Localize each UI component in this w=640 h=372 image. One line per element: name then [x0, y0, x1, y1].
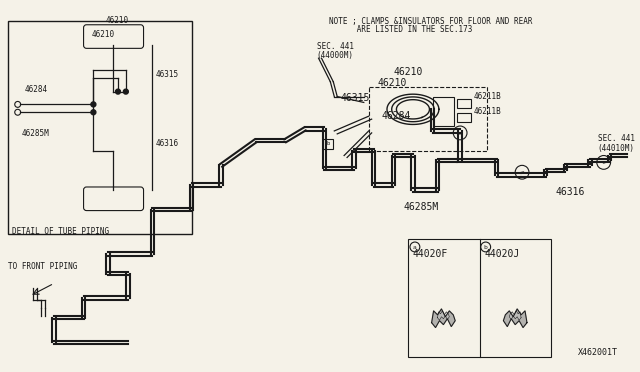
Polygon shape [504, 309, 527, 328]
Bar [323, 139, 333, 149]
Text: NOTE ; CLAMPS &INSULATORS FOR FLOOR AND REAR: NOTE ; CLAMPS &INSULATORS FOR FLOOR AND … [330, 17, 533, 26]
Text: 46210: 46210 [105, 16, 129, 25]
Polygon shape [438, 311, 449, 320]
Circle shape [91, 102, 96, 107]
Bar [457, 99, 471, 108]
Polygon shape [431, 309, 455, 328]
Text: 46211B: 46211B [474, 107, 502, 116]
Text: b: b [484, 245, 488, 250]
Bar [457, 113, 471, 122]
Text: 46284: 46284 [24, 84, 48, 94]
Bar [8, 21, 192, 234]
Text: SEC. 441: SEC. 441 [598, 134, 635, 143]
Text: c: c [602, 160, 605, 166]
Bar [369, 87, 486, 151]
Text: 46211B: 46211B [474, 93, 502, 102]
Text: 46315: 46315 [340, 93, 369, 103]
Text: 46284: 46284 [381, 111, 411, 121]
Polygon shape [509, 311, 521, 320]
Text: 46210: 46210 [378, 78, 407, 88]
Circle shape [91, 110, 96, 115]
Text: DETAIL OF TUBE PIPING: DETAIL OF TUBE PIPING [12, 227, 109, 236]
Text: (44010M): (44010M) [598, 144, 635, 153]
Text: a: a [458, 131, 462, 136]
Text: 46210: 46210 [393, 67, 422, 77]
Text: 46316: 46316 [156, 139, 179, 148]
Text: ARE LISTED IN THE SEC.173: ARE LISTED IN THE SEC.173 [330, 25, 473, 34]
Circle shape [124, 89, 128, 94]
Text: 46285M: 46285M [403, 202, 438, 212]
Text: TO FRONT PIPING: TO FRONT PIPING [8, 262, 77, 270]
Bar [408, 239, 550, 357]
Text: 44020F: 44020F [413, 249, 448, 259]
Text: (44000M): (44000M) [317, 51, 353, 60]
Text: 46315: 46315 [156, 70, 179, 79]
FancyBboxPatch shape [84, 187, 143, 211]
Text: SEC. 441: SEC. 441 [317, 42, 353, 51]
Bar [433, 96, 454, 126]
Text: 46210: 46210 [92, 29, 115, 39]
Text: X462001T: X462001T [577, 348, 618, 357]
FancyBboxPatch shape [84, 25, 143, 48]
Text: 46316: 46316 [556, 187, 585, 197]
Text: 44020J: 44020J [484, 249, 520, 259]
Text: b: b [327, 141, 330, 146]
Text: 46285M: 46285M [22, 129, 49, 138]
Text: a: a [520, 170, 524, 175]
Text: a: a [413, 245, 417, 250]
Circle shape [116, 89, 120, 94]
